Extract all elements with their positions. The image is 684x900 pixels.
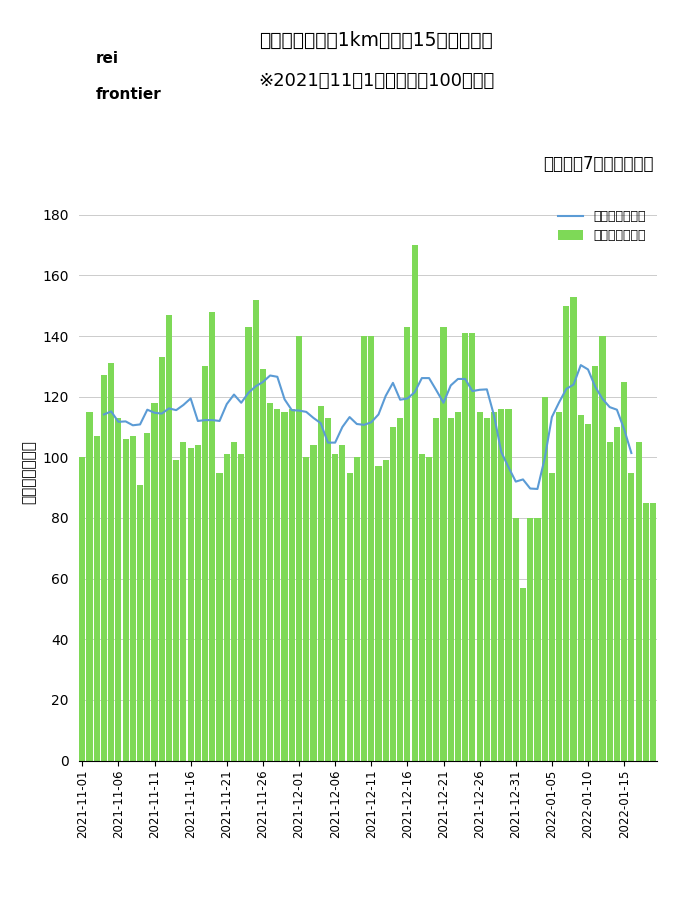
Bar	[455, 412, 461, 760]
Bar	[260, 369, 266, 760]
Bar	[187, 448, 194, 760]
Bar	[563, 306, 569, 760]
Bar	[159, 357, 165, 760]
Bar	[419, 454, 425, 760]
Bar	[347, 472, 353, 760]
Text: ラインは7日間移動平均: ラインは7日間移動平均	[542, 155, 653, 173]
Text: rei: rei	[96, 51, 119, 66]
Bar	[361, 336, 367, 760]
Bar	[412, 245, 418, 760]
Bar	[607, 442, 613, 760]
Text: ※2021年11月1日の人数を100とする: ※2021年11月1日の人数を100とする	[258, 72, 495, 90]
Bar	[447, 418, 453, 760]
Bar	[173, 461, 179, 760]
Bar	[181, 442, 187, 760]
Bar	[527, 518, 534, 760]
Legend: 人数（相対値）, 人数（相対値）: 人数（相対値）, 人数（相対値）	[553, 205, 650, 248]
Bar	[209, 311, 215, 760]
Bar	[246, 327, 252, 760]
Bar	[462, 333, 469, 760]
Bar	[498, 409, 504, 760]
Bar	[578, 415, 584, 760]
Bar	[382, 461, 389, 760]
Bar	[570, 297, 577, 760]
Bar	[94, 436, 100, 760]
Bar	[108, 364, 114, 760]
Bar	[469, 333, 475, 760]
Bar	[202, 366, 208, 760]
Bar	[404, 327, 410, 760]
Bar	[542, 397, 548, 760]
Bar	[289, 409, 295, 760]
Text: 新宿駅から半径1km以内の15時台の人出: 新宿駅から半径1km以内の15時台の人出	[259, 31, 493, 50]
Bar	[216, 472, 222, 760]
Bar	[267, 403, 273, 760]
Bar	[621, 382, 627, 760]
Bar	[629, 472, 635, 760]
Bar	[282, 412, 288, 760]
Bar	[520, 588, 526, 760]
Bar	[643, 503, 649, 760]
Bar	[513, 518, 519, 760]
Bar	[614, 427, 620, 760]
Text: frontier: frontier	[96, 87, 161, 102]
Bar	[144, 433, 150, 760]
Bar	[440, 327, 447, 760]
Bar	[433, 418, 439, 760]
Bar	[224, 454, 230, 760]
Bar	[296, 336, 302, 760]
Bar	[599, 336, 605, 760]
Bar	[491, 412, 497, 760]
Bar	[477, 412, 483, 760]
Bar	[339, 446, 345, 760]
Bar	[354, 457, 360, 760]
Bar	[325, 418, 331, 760]
Bar	[274, 409, 280, 760]
Bar	[166, 315, 172, 760]
Bar	[549, 472, 555, 760]
Bar	[368, 336, 374, 760]
Bar	[635, 442, 642, 760]
Bar	[556, 412, 562, 760]
Bar	[311, 446, 317, 760]
Bar	[376, 466, 382, 760]
Bar	[397, 418, 404, 760]
Bar	[86, 412, 92, 760]
Bar	[101, 375, 107, 760]
Bar	[426, 457, 432, 760]
Bar	[484, 418, 490, 760]
Bar	[585, 424, 591, 760]
Bar	[390, 427, 396, 760]
Bar	[592, 366, 598, 760]
Bar	[332, 454, 338, 760]
Polygon shape	[21, 36, 57, 85]
Bar	[151, 403, 157, 760]
Bar	[79, 457, 86, 760]
Bar	[116, 418, 122, 760]
Bar	[195, 446, 201, 760]
Bar	[534, 518, 540, 760]
Bar	[505, 409, 512, 760]
Bar	[317, 406, 324, 760]
Bar	[130, 436, 136, 760]
Bar	[303, 457, 309, 760]
Bar	[252, 300, 259, 760]
Bar	[137, 484, 143, 760]
Bar	[122, 439, 129, 760]
Bar	[231, 442, 237, 760]
Bar	[238, 454, 244, 760]
Bar	[650, 503, 656, 760]
Y-axis label: 人数（相対値）: 人数（相対値）	[22, 441, 37, 504]
